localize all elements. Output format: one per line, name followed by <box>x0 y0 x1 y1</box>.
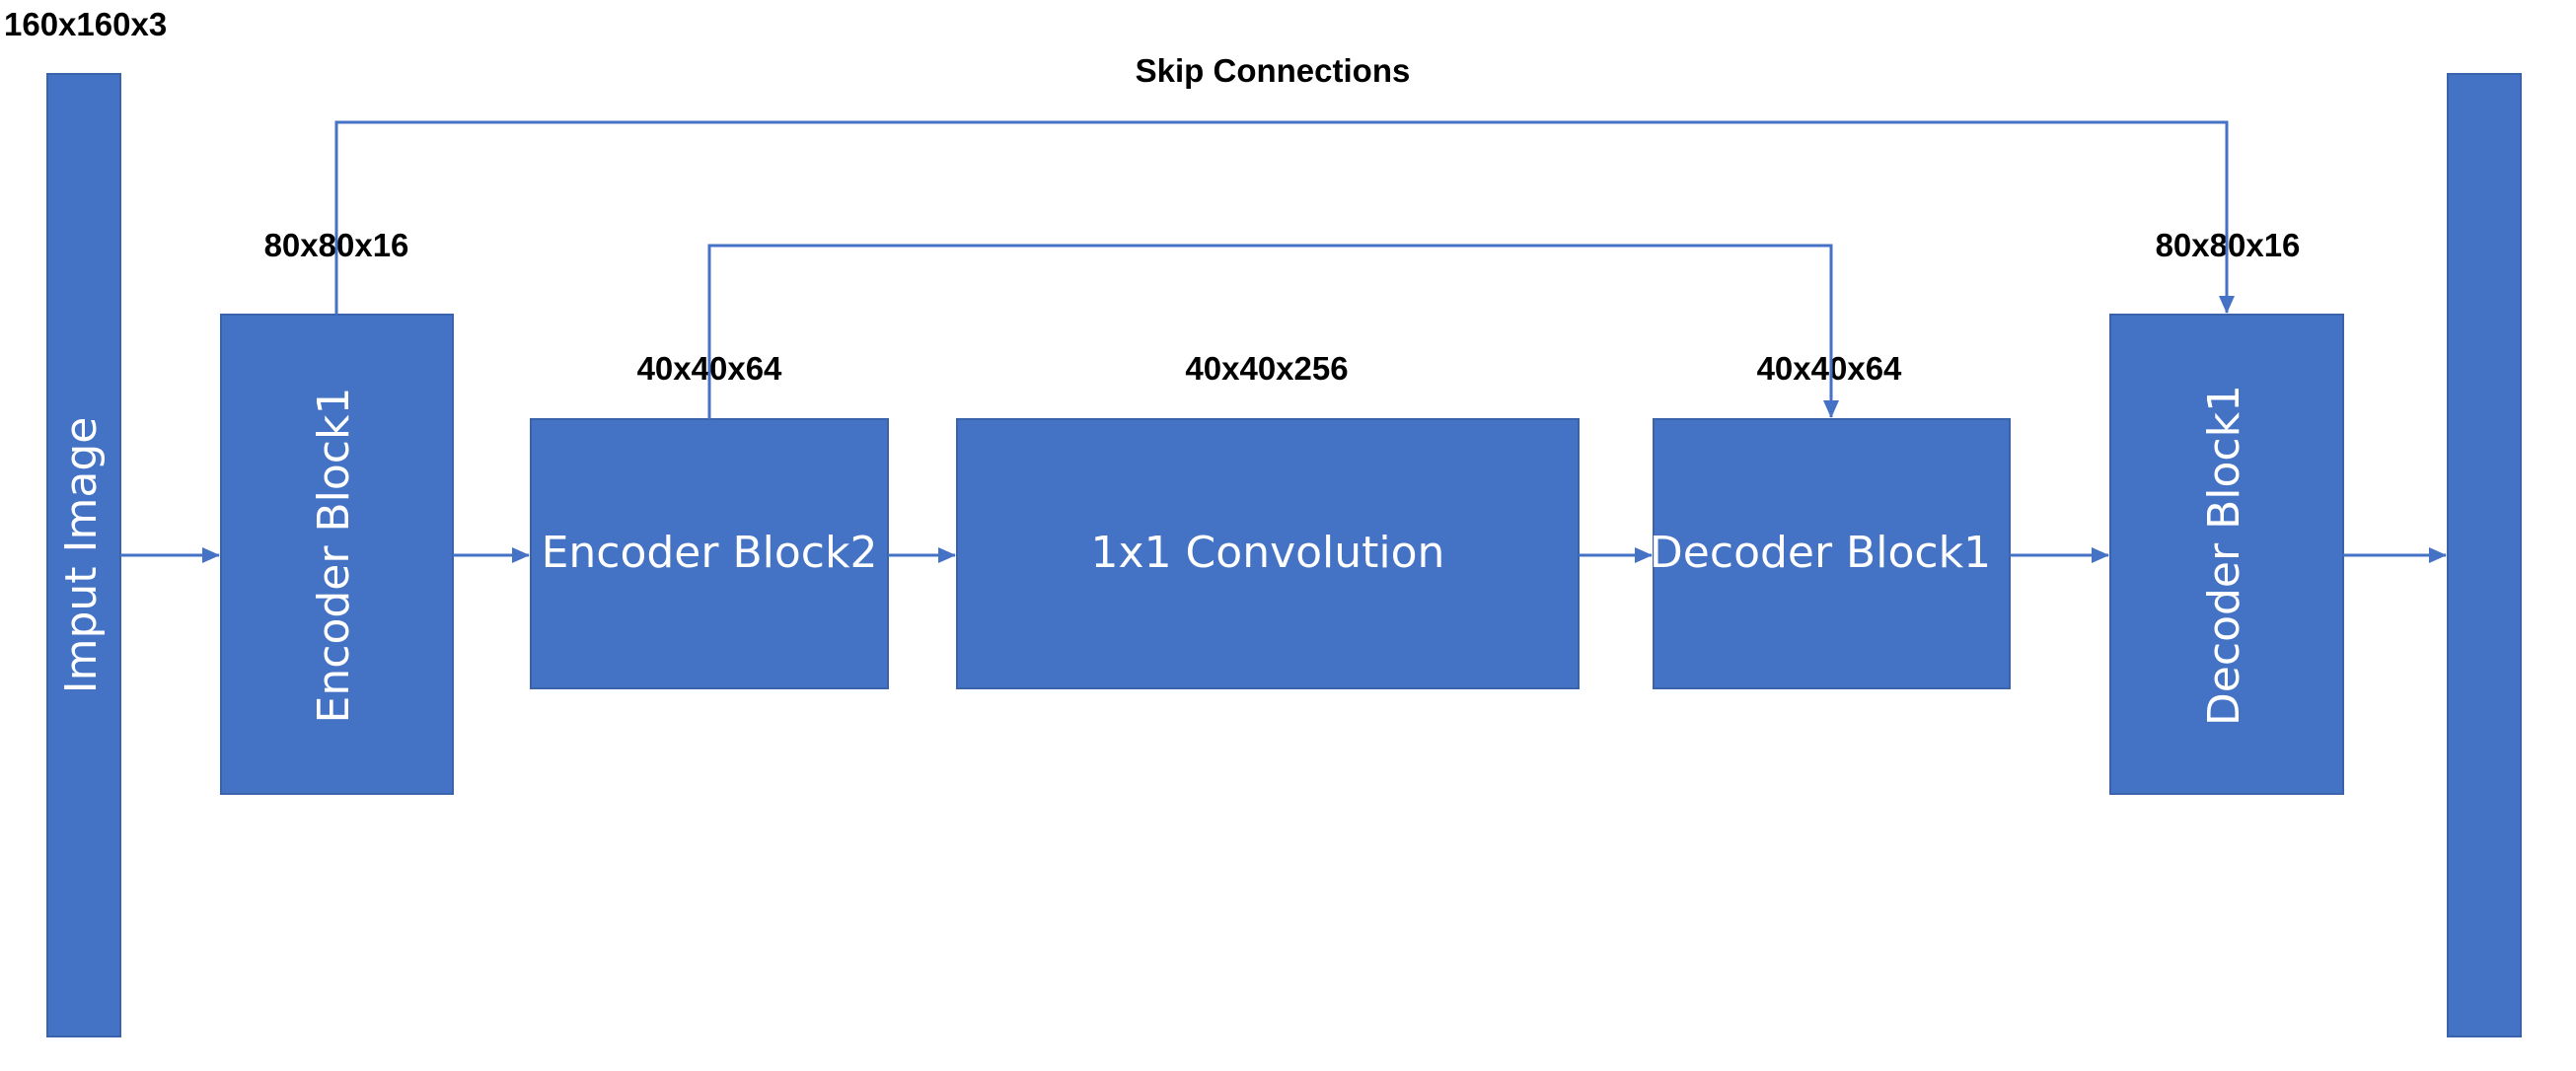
input-dim-label: 160x160x3 <box>4 6 167 42</box>
encoder-block1-label: Encoder Block1 <box>309 388 359 724</box>
skip-connection-inner <box>707 244 1839 419</box>
input-image-bar <box>46 73 121 1037</box>
conv-block-label: 1x1 Convolution <box>1091 528 1445 578</box>
decoder-block2-label: Decoder Block1 <box>2199 385 2249 726</box>
encoder-block2 <box>530 418 889 689</box>
conv-block <box>956 418 1580 689</box>
decoder-block2 <box>2109 314 2344 795</box>
encoder-block2-label: Encoder Block2 <box>542 528 878 578</box>
output-image-bar <box>2447 73 2522 1037</box>
decoder-block1-label: Decoder Block1 <box>1650 528 1991 578</box>
conv-dim: 40x40x256 <box>1185 350 1348 387</box>
input-image-label: Imput Image <box>56 417 107 694</box>
skip-connections-title: Skip Connections <box>1136 52 1411 89</box>
decoder-block1-dim: 40x40x64 <box>1757 350 1902 387</box>
skip-connection-outer <box>334 120 2235 315</box>
decoder-block1 <box>1653 418 2011 689</box>
